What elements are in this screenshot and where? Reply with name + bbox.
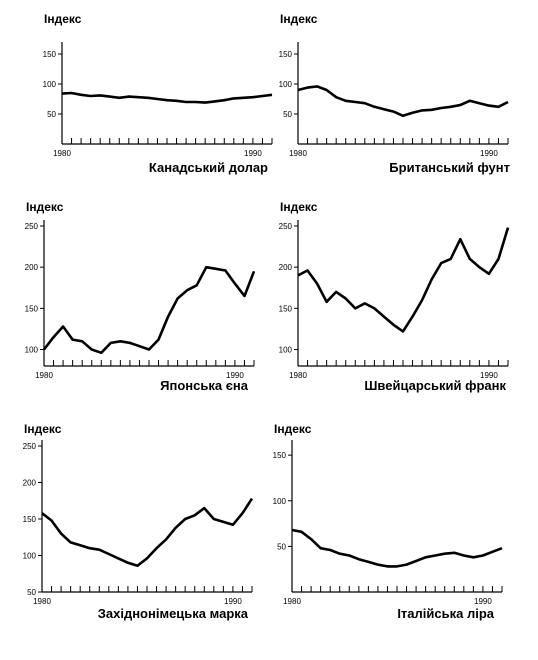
series-line [61, 91, 273, 104]
y-tick-label: 150 [279, 50, 293, 59]
x-tick-label: 1980 [53, 149, 71, 158]
x-tick-label: 1980 [283, 597, 301, 606]
y-tick-label: 250 [279, 222, 293, 231]
x-tick-label: 1980 [289, 371, 307, 380]
y-tick-label: 150 [273, 451, 287, 460]
y-axis-label: Індекс [44, 12, 82, 26]
y-tick-label: 150 [43, 50, 57, 59]
y-axis-label: Індекс [280, 200, 318, 214]
y-axis-label: Індекс [280, 12, 318, 26]
chart-plot: 50 100 150 1980 1990 [43, 42, 273, 158]
y-axis-label: Індекс [274, 422, 312, 436]
x-tick-label: 1990 [474, 597, 492, 606]
chart-plot: 100 150 200 250 1980 1990 [279, 220, 510, 380]
chart-caption: Італійська ліра [397, 606, 494, 621]
series-line [297, 227, 510, 333]
y-tick-label: 250 [25, 222, 39, 231]
y-tick-label: 250 [23, 442, 37, 451]
series-line [297, 85, 509, 118]
chart-caption: Британський фунт [389, 160, 510, 175]
chart-plot: 50 100 150 1980 1990 [279, 42, 509, 158]
y-tick-label: 50 [277, 542, 286, 551]
chart-caption: Японська єна [160, 378, 248, 393]
y-tick-label: 200 [23, 479, 37, 488]
y-tick-label: 100 [279, 346, 293, 355]
chart-caption: Канадський долар [148, 160, 268, 175]
y-tick-label: 150 [25, 304, 39, 313]
y-tick-label: 150 [279, 304, 293, 313]
y-tick-label: 100 [43, 80, 57, 89]
chart-plot: 100 150 200 250 1980 1990 [25, 220, 256, 380]
series-line [41, 497, 254, 567]
chart-plot: 50 100 150 1980 1990 [273, 440, 503, 606]
chart-caption: Західнонімецька марка [97, 606, 248, 621]
y-tick-label: 100 [25, 346, 39, 355]
y-tick-label: 200 [279, 263, 293, 272]
y-axis-label: Індекс [24, 422, 62, 436]
y-tick-label: 100 [273, 497, 287, 506]
x-tick-label: 1980 [289, 149, 307, 158]
x-tick-label: 1980 [35, 371, 53, 380]
chart-plot: 50 100 150 200 250 1980 1990 [23, 440, 254, 606]
y-axis-label: Індекс [26, 200, 64, 214]
y-tick-label: 50 [47, 110, 56, 119]
x-tick-label: 1980 [33, 597, 51, 606]
y-tick-label: 100 [279, 80, 293, 89]
x-tick-label: 1990 [226, 371, 244, 380]
y-tick-label: 100 [23, 552, 37, 561]
x-tick-label: 1990 [480, 149, 498, 158]
x-tick-label: 1990 [224, 597, 242, 606]
x-tick-label: 1990 [244, 149, 262, 158]
y-tick-label: 200 [25, 263, 39, 272]
y-tick-label: 150 [23, 515, 37, 524]
x-tick-label: 1990 [480, 371, 498, 380]
series-line [42, 265, 256, 355]
y-tick-label: 50 [283, 110, 292, 119]
y-tick-label: 50 [27, 588, 36, 597]
series-line [291, 528, 503, 568]
chart-caption: Швейцарський франк [364, 378, 506, 393]
